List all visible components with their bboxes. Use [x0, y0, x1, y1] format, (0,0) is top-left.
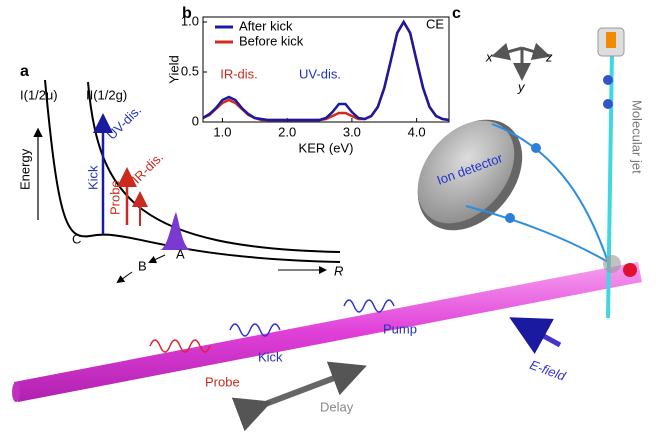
potential-curve [44, 79, 341, 263]
r-label: R [334, 263, 343, 278]
laser-beam [14, 262, 642, 402]
x-tick-label: 3.0 [343, 124, 361, 139]
pump-label: Pump [383, 321, 417, 336]
axis-letter: y [517, 79, 526, 94]
molecular-jet [606, 49, 614, 319]
x-tick-label: 2.0 [278, 124, 296, 139]
delay-arrow [231, 361, 367, 432]
probe-label: Probe [205, 374, 240, 389]
panel-label: b [182, 5, 192, 22]
jet-label: Molecular jet [630, 100, 645, 174]
wavepacket [160, 212, 190, 250]
point-label: C [72, 231, 81, 246]
efield-label: E-field [528, 357, 568, 384]
curve-label: II(1/2g) [86, 87, 127, 102]
y-tick-label: 1.0 [181, 13, 199, 28]
point-label: B [138, 258, 147, 273]
ion [505, 213, 515, 223]
kick-pulse [229, 323, 281, 337]
pump-pulse [343, 299, 395, 313]
delay-label: Delay [320, 399, 354, 414]
x-axis-arrow [491, 42, 523, 61]
axis-letter: x [485, 49, 493, 64]
legend-label: Before kick [239, 33, 304, 48]
path-arrow [116, 271, 133, 284]
annotation: CE [426, 16, 444, 31]
axis-letter: z [545, 49, 553, 64]
path-arrow [148, 254, 166, 264]
interaction-point [603, 255, 621, 273]
focus [623, 263, 637, 277]
beam-end [12, 382, 20, 402]
potential-curve [87, 81, 341, 253]
z-axis-arrow [521, 42, 551, 61]
series-line [202, 19, 450, 122]
probe-label: Probe [107, 180, 122, 215]
annotation: IR-dis. [220, 66, 258, 81]
curve-label: I(1/2u) [20, 87, 58, 102]
probe-pulse [149, 339, 211, 353]
annotation: UV-dis. [299, 66, 341, 81]
molecule [603, 99, 613, 109]
point-label: A [176, 246, 185, 261]
y-tick-label: 0 [192, 113, 199, 128]
ion-trajectory [491, 123, 609, 263]
panel-label: a [20, 63, 29, 80]
molecule [603, 75, 613, 85]
kick-label: Kick [258, 349, 283, 364]
ion [531, 143, 541, 153]
x-tick-label: 4.0 [408, 124, 426, 139]
efield-arrow [509, 317, 562, 354]
legend-label: After kick [239, 18, 293, 33]
ir-label: IR-dis. [129, 149, 166, 186]
energy-label: Energy [17, 148, 32, 190]
uv-label: UV-dis. [104, 102, 144, 142]
panel-label: c [452, 5, 461, 22]
ion-trajectory [465, 205, 609, 263]
chart: 1.0 2.0 3.0 4.0 0 0.5 1.0 KER (eV) Yield After ki… [166, 13, 450, 155]
ion-detector [417, 120, 515, 224]
x-axis-label: KER (eV) [299, 140, 354, 155]
y-axis-label: Yield [166, 55, 181, 83]
x-tick-label: 1.0 [213, 124, 231, 139]
nozzle-core [606, 32, 616, 48]
y-tick-label: 0.5 [181, 63, 199, 78]
plot-frame [202, 16, 450, 123]
kick-label: Kick [85, 165, 100, 190]
